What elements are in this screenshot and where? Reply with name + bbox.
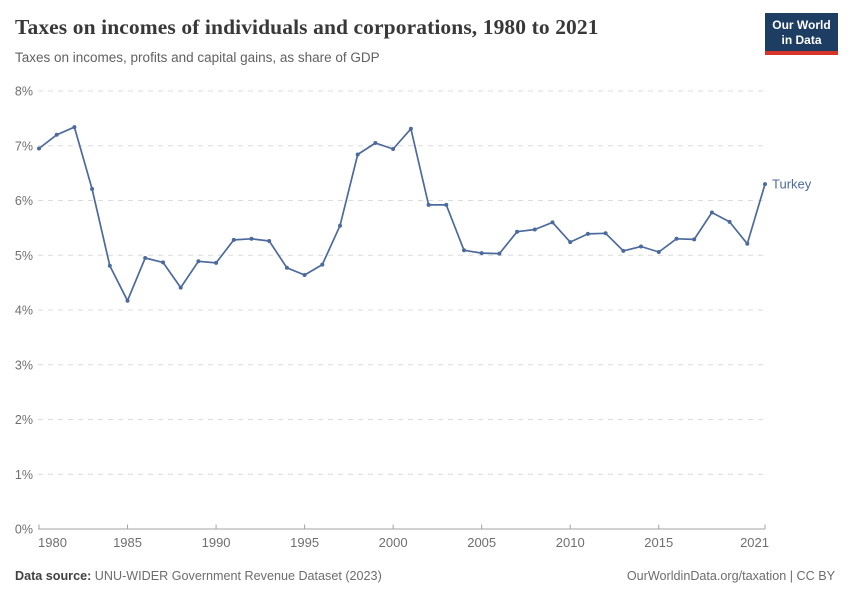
data-point-2007[interactable] <box>515 229 520 234</box>
y-tick-label: 0% <box>15 523 33 537</box>
y-tick-label: 4% <box>15 304 33 318</box>
data-point-2018[interactable] <box>709 210 714 215</box>
data-source-text: UNU-WIDER Government Revenue Dataset (20… <box>91 569 382 583</box>
data-point-2016[interactable] <box>674 236 679 241</box>
x-tick-label: 2000 <box>379 535 408 550</box>
x-tick-label: 2021 <box>740 535 769 550</box>
y-tick-label: 1% <box>15 468 33 482</box>
data-point-1983[interactable] <box>90 187 95 191</box>
data-point-1999[interactable] <box>373 141 378 145</box>
owid-logo[interactable]: Our World in Data <box>765 13 838 55</box>
y-tick-label: 7% <box>15 139 33 153</box>
data-point-1988[interactable] <box>178 285 183 290</box>
credit-link[interactable]: OurWorldinData.org/taxation | CC BY <box>626 569 835 583</box>
chart-footer: Data source: UNU-WIDER Government Revenu… <box>15 569 835 583</box>
x-tick-label: 1980 <box>38 535 67 550</box>
owid-logo-accent-strip <box>765 51 838 55</box>
data-point-2015[interactable] <box>656 250 661 254</box>
data-point-2010[interactable] <box>568 240 573 245</box>
data-point-1998[interactable] <box>355 152 360 157</box>
data-point-1989[interactable] <box>196 259 201 264</box>
data-point-2019[interactable] <box>727 219 732 224</box>
data-point-2013[interactable] <box>621 248 626 253</box>
data-point-2001[interactable] <box>408 126 413 131</box>
data-point-1985[interactable] <box>125 298 130 303</box>
owid-logo-line1: Our World <box>772 18 831 32</box>
y-tick-label: 5% <box>15 249 33 263</box>
data-point-1996[interactable] <box>320 262 325 267</box>
series-line-turkey[interactable] <box>38 126 766 302</box>
data-point-2012[interactable] <box>603 231 608 236</box>
page-title: Taxes on incomes of individuals and corp… <box>15 15 599 39</box>
y-tick-label: 8% <box>15 85 33 99</box>
data-point-1986[interactable] <box>143 256 148 260</box>
data-point-2020[interactable] <box>745 241 750 246</box>
data-point-2004[interactable] <box>462 248 466 253</box>
data-point-1992[interactable] <box>249 236 254 241</box>
data-point-1984[interactable] <box>107 263 112 268</box>
data-point-2002[interactable] <box>426 202 431 207</box>
owid-logo-box: Our World in Data <box>765 13 838 51</box>
data-point-2014[interactable] <box>639 244 643 249</box>
data-point-2000[interactable] <box>391 147 396 151</box>
data-point-2003[interactable] <box>444 202 449 207</box>
x-tick-label: 2015 <box>644 535 673 550</box>
data-point-1993[interactable] <box>267 239 272 243</box>
x-tick-label: 1985 <box>113 535 142 550</box>
data-point-2021[interactable] <box>763 182 767 187</box>
data-point-2005[interactable] <box>479 251 484 256</box>
owid-logo-line2: in Data <box>781 32 822 47</box>
x-tick-label: 2005 <box>467 535 496 550</box>
series-end-label: Turkey <box>772 177 812 192</box>
x-tick-label: 1995 <box>290 535 319 550</box>
data-point-1990[interactable] <box>214 260 219 265</box>
data-source-label: Data source: <box>15 569 92 583</box>
x-tick-label: 1990 <box>202 535 231 550</box>
data-point-2008[interactable] <box>532 227 537 232</box>
data-source-note: Data source: UNU-WIDER Government Revenu… <box>15 569 382 583</box>
y-tick-label: 3% <box>15 358 33 372</box>
data-point-1991[interactable] <box>231 237 236 242</box>
data-point-1997[interactable] <box>338 223 342 228</box>
data-point-1980[interactable] <box>37 146 41 151</box>
y-tick-label: 2% <box>15 413 33 427</box>
data-point-1982[interactable] <box>72 125 77 130</box>
data-point-1981[interactable] <box>54 132 59 137</box>
data-point-1987[interactable] <box>161 260 165 265</box>
data-point-2009[interactable] <box>550 220 555 225</box>
data-point-2011[interactable] <box>585 231 590 236</box>
data-point-2017[interactable] <box>692 237 697 242</box>
x-tick-label: 2010 <box>556 535 585 550</box>
data-point-2006[interactable] <box>497 251 502 256</box>
y-tick-label: 6% <box>15 194 33 208</box>
data-point-1995[interactable] <box>302 273 307 277</box>
data-point-1994[interactable] <box>284 265 289 270</box>
page-subtitle: Taxes on incomes, profits and capital ga… <box>15 50 380 65</box>
